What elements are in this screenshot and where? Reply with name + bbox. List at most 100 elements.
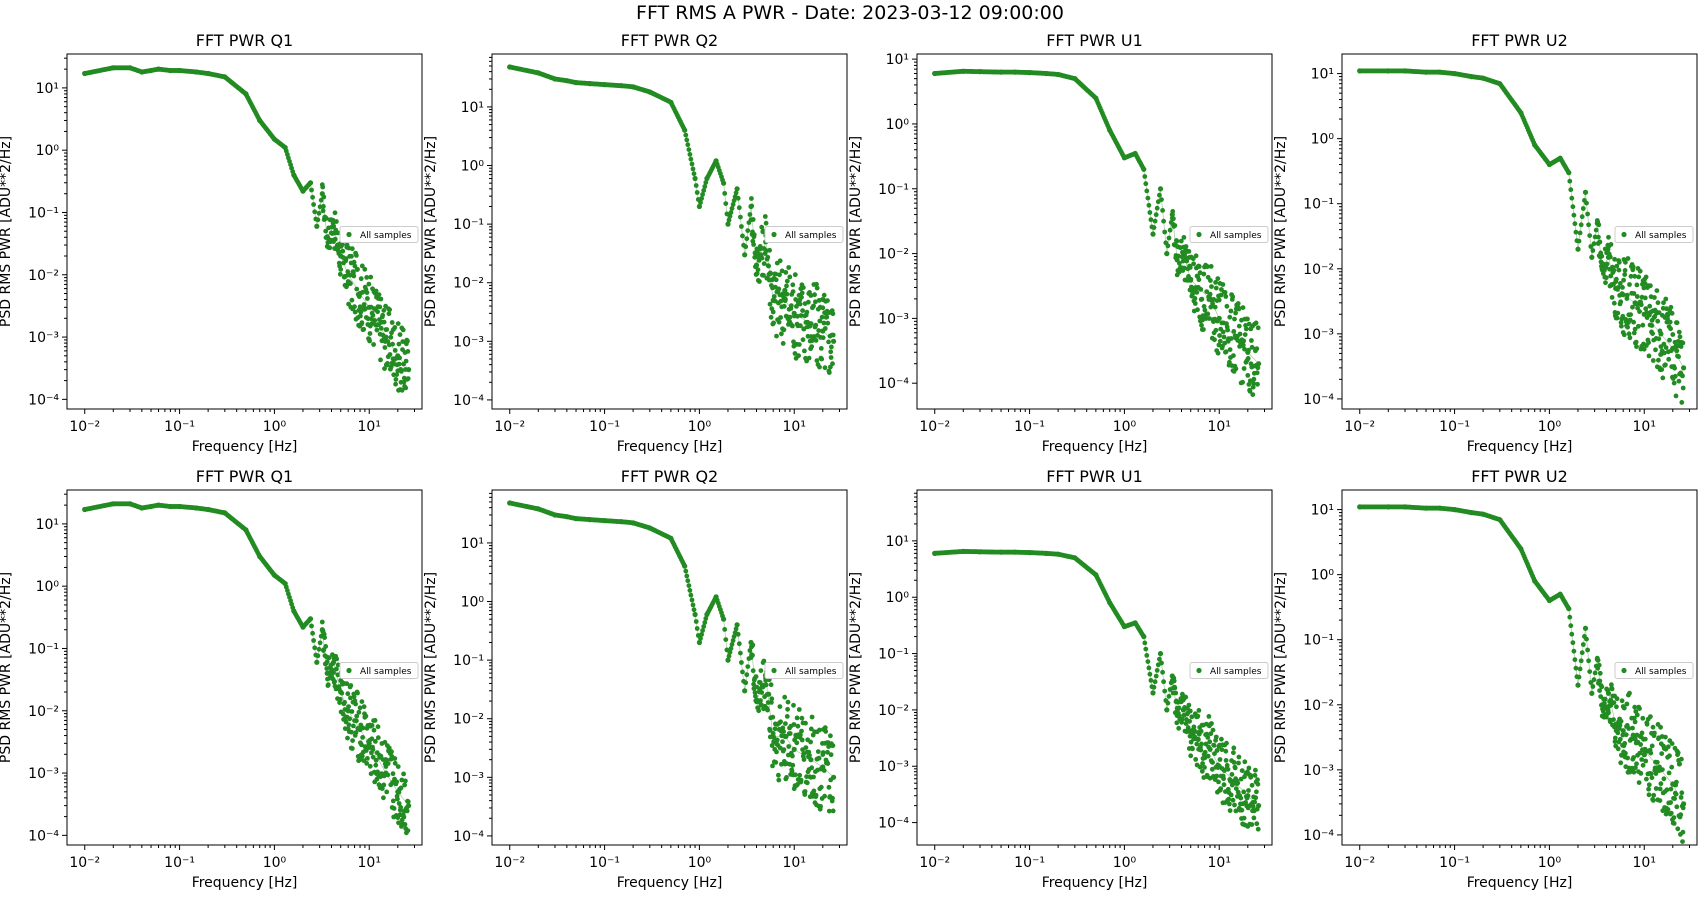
sample-point xyxy=(1671,815,1677,820)
sample-point xyxy=(750,652,755,658)
sample-point xyxy=(1210,727,1216,733)
y-tick-label: 10⁰ xyxy=(461,595,485,611)
sample-point xyxy=(340,242,345,248)
sample-point xyxy=(1162,688,1168,694)
sample-point xyxy=(1642,295,1648,301)
sample-point xyxy=(1627,317,1633,323)
sample-point xyxy=(1680,829,1686,835)
sample-point xyxy=(362,266,368,272)
sample-point xyxy=(372,718,378,723)
sample-point xyxy=(345,691,351,697)
sample-point xyxy=(803,720,808,726)
sample-point xyxy=(1602,696,1608,702)
sample-point xyxy=(1566,606,1572,612)
sample-point xyxy=(320,208,326,214)
sample-point xyxy=(1217,333,1222,338)
sample-point xyxy=(1656,357,1661,363)
sample-point xyxy=(766,263,771,269)
sample-point xyxy=(825,761,831,766)
legend-marker xyxy=(1196,667,1202,674)
sample-point xyxy=(818,804,823,809)
sample-point xyxy=(324,659,330,665)
sample-point xyxy=(1654,288,1660,293)
x-tick-label: 10⁻¹ xyxy=(1014,419,1045,435)
sample-point xyxy=(742,688,748,694)
sample-point xyxy=(828,777,834,783)
sample-point xyxy=(344,681,350,687)
sample-point xyxy=(755,267,761,273)
sample-point xyxy=(797,772,803,778)
sample-point xyxy=(771,320,776,326)
sample-point xyxy=(349,253,354,259)
sample-point xyxy=(1604,261,1610,267)
subplot-2: FFT PWR Q2 10⁻² 10⁻¹ 10⁰ 10¹ 10⁻⁴ 10⁻³ 10⁻² 10⁻¹… xyxy=(423,31,848,455)
sample-point xyxy=(359,699,365,704)
sample-point xyxy=(1231,745,1237,751)
data-point xyxy=(791,746,797,753)
y-tick-label: 10⁻⁴ xyxy=(878,376,909,392)
sample-point xyxy=(1172,685,1178,691)
sample-point xyxy=(745,664,751,669)
sample-point xyxy=(348,695,353,701)
sample-point xyxy=(1188,753,1194,759)
sample-point xyxy=(1674,348,1680,354)
subplot-3: FFT PWR U1 10⁻² 10⁻¹ 10⁰ 10¹ 10⁻⁴ 10⁻³ 10⁻² 10⁻¹… xyxy=(848,31,1273,455)
sample-point xyxy=(733,626,739,632)
sample-point xyxy=(1254,370,1260,376)
sample-point xyxy=(1219,736,1224,742)
sample-point xyxy=(1668,810,1674,816)
sample-point xyxy=(825,320,831,326)
sample-point xyxy=(1595,657,1601,663)
sample-point xyxy=(1240,342,1246,348)
sample-point xyxy=(1228,336,1234,341)
sample-point xyxy=(1675,826,1681,832)
sample-point xyxy=(1646,353,1652,359)
sample-point xyxy=(814,358,820,363)
sample-point xyxy=(355,726,361,731)
sample-point xyxy=(700,192,705,197)
sample-point xyxy=(702,184,708,189)
sample-point xyxy=(1618,320,1624,325)
sample-point xyxy=(392,325,398,330)
sample-point xyxy=(1657,798,1663,803)
sample-point xyxy=(687,588,693,593)
sample-point xyxy=(765,707,770,713)
sample-point xyxy=(790,282,796,288)
sample-point xyxy=(1223,294,1229,299)
sample-point xyxy=(1190,746,1195,752)
sample-point xyxy=(358,309,364,315)
sample-point xyxy=(349,746,355,751)
plot-frame xyxy=(916,489,1273,846)
y-tick-label: 10¹ xyxy=(886,534,909,550)
sample-point xyxy=(351,273,357,279)
sample-point xyxy=(1233,786,1239,791)
sample-point xyxy=(778,315,783,320)
sample-point xyxy=(1254,806,1260,812)
sample-point xyxy=(1672,796,1677,801)
sample-point xyxy=(700,628,705,633)
x-tick-label: 10⁻¹ xyxy=(589,855,620,871)
sample-point xyxy=(405,376,411,381)
sample-point xyxy=(1202,307,1208,313)
sample-point xyxy=(363,306,368,311)
sample-point xyxy=(380,332,386,338)
sample-point xyxy=(1568,187,1574,193)
sample-point xyxy=(1632,273,1638,279)
x-tick-label: 10⁻² xyxy=(1344,855,1375,871)
y-tick-label: 10⁻² xyxy=(878,247,909,263)
sample-point xyxy=(1167,227,1173,233)
sample-point xyxy=(1579,650,1585,656)
sample-point xyxy=(399,777,405,783)
sample-point xyxy=(1655,300,1661,306)
sample-point xyxy=(1227,347,1233,352)
sample-point xyxy=(1629,736,1634,742)
sample-point xyxy=(403,778,408,784)
sample-point xyxy=(1246,788,1251,793)
sample-point xyxy=(1597,678,1603,684)
x-axis-label: Frequency [Hz] xyxy=(617,875,723,891)
sample-point xyxy=(784,278,790,284)
sample-point xyxy=(1205,264,1210,269)
sample-point xyxy=(1213,280,1218,285)
sample-point xyxy=(1680,385,1686,391)
sample-point xyxy=(731,634,737,639)
